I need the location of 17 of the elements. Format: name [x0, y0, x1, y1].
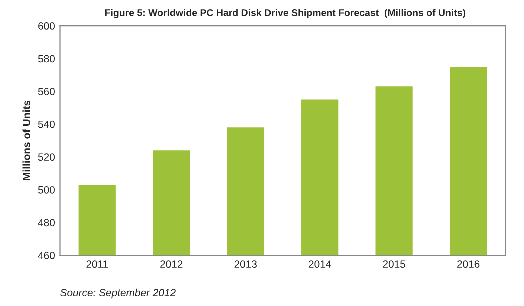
y-axis-title: Millions of Units: [22, 100, 30, 180]
y-tick-label: 580: [38, 55, 55, 63]
y-tick-label: 460: [38, 252, 55, 260]
x-tick-label: 2014: [309, 260, 332, 268]
y-tick-label: 520: [38, 154, 55, 162]
x-tick-label: 2016: [457, 260, 480, 268]
source-note: Source: September 2012: [60, 288, 176, 299]
y-tick-label: 600: [38, 22, 55, 30]
y-tick-label: 480: [38, 219, 55, 227]
x-tick-label: 2013: [234, 260, 257, 268]
chart-title: Figure 5: Worldwide PC Hard Disk Drive Shipment Forecast (Millions of Units): [105, 9, 466, 18]
y-tick-label: 540: [38, 120, 55, 128]
y-tick-label: 560: [38, 88, 55, 96]
x-tick-label: 2012: [160, 260, 183, 268]
y-tick-label: 500: [38, 186, 55, 194]
x-tick-label: 2011: [86, 260, 108, 268]
x-tick-label: 2015: [383, 260, 406, 268]
